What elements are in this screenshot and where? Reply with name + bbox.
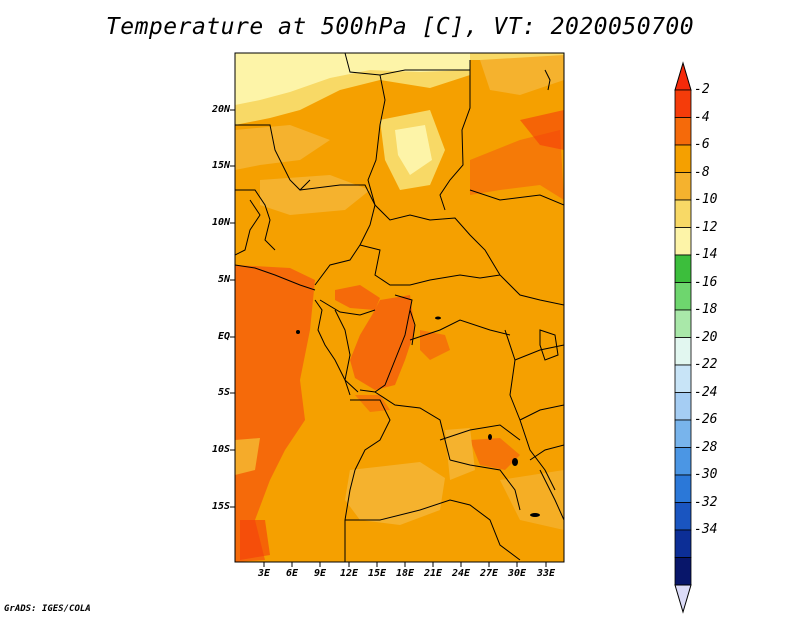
lat-label: 20N bbox=[211, 104, 230, 115]
colorbar-swatch bbox=[674, 419, 692, 448]
lon-label: 27E bbox=[479, 568, 499, 579]
colorbar-swatch bbox=[674, 199, 692, 228]
colorbar-swatch bbox=[674, 502, 692, 531]
colorbar-label: -28 bbox=[694, 439, 718, 455]
lon-label: 30E bbox=[507, 568, 527, 579]
lat-label: 15S bbox=[211, 501, 230, 512]
colorbar-swatch bbox=[674, 474, 692, 503]
lat-label: EQ bbox=[217, 331, 230, 342]
map-title: Temperature at 500hPa [C], VT: 202005070… bbox=[105, 14, 695, 40]
lon-ticks bbox=[263, 562, 547, 567]
colorbar-label: -12 bbox=[694, 219, 718, 235]
colorbar-label: -6 bbox=[694, 137, 710, 152]
colorbar-swatch bbox=[674, 227, 692, 256]
lat-label: 5S bbox=[217, 387, 230, 398]
lon-label: 18E bbox=[395, 568, 415, 579]
colorbar-label: -22 bbox=[694, 357, 718, 372]
colorbar-label: -26 bbox=[694, 412, 718, 427]
colorbar-swatch bbox=[674, 364, 692, 393]
colorbar-label: -34 bbox=[694, 522, 718, 537]
colorbar-label: -10 bbox=[694, 192, 718, 207]
country-borders bbox=[235, 53, 564, 562]
credit-text: GrADS: IGES/COLA bbox=[4, 604, 91, 614]
colorbar-swatch bbox=[674, 117, 692, 146]
colorbar-label: -20 bbox=[694, 329, 718, 345]
lon-label: 21E bbox=[423, 568, 443, 579]
colorbar-swatch bbox=[674, 144, 692, 173]
colorbar-label: -32 bbox=[694, 494, 718, 510]
colorbar-swatch bbox=[674, 557, 692, 586]
lon-label: 33E bbox=[536, 568, 556, 579]
lat-ticks bbox=[230, 109, 235, 508]
lon-label: 12E bbox=[339, 568, 359, 579]
lon-label: 6E bbox=[285, 568, 299, 579]
lon-label: 24E bbox=[451, 568, 471, 579]
colorbar-label: -2 bbox=[694, 82, 710, 97]
colorbar-swatch bbox=[674, 89, 692, 118]
lat-label: 10N bbox=[211, 217, 230, 228]
lon-label: 9E bbox=[313, 568, 327, 579]
colorbar-label: -4 bbox=[694, 109, 710, 125]
colorbar-swatch bbox=[674, 254, 692, 283]
colorbar-label: -14 bbox=[694, 247, 718, 262]
colorbar-bottom-arrow bbox=[674, 584, 692, 614]
lon-label: 15E bbox=[367, 568, 387, 579]
lat-label: 10S bbox=[211, 444, 230, 455]
colorbar-swatch bbox=[674, 282, 692, 311]
map-frame bbox=[234, 52, 565, 563]
colorbar-swatch bbox=[674, 392, 692, 421]
colorbar-label: -24 bbox=[694, 384, 718, 400]
colorbar-label: -8 bbox=[694, 164, 710, 180]
lat-label: 15N bbox=[211, 160, 230, 171]
lat-label: 5N bbox=[217, 274, 230, 285]
colorbar-swatch bbox=[674, 337, 692, 366]
colorbar-swatch bbox=[674, 529, 692, 558]
lon-label: 3E bbox=[257, 568, 271, 579]
colorbar-top-arrow bbox=[674, 61, 692, 91]
colorbar bbox=[674, 61, 692, 614]
colorbar-swatch bbox=[674, 309, 692, 338]
colorbar-swatch bbox=[674, 447, 692, 476]
colorbar-label: -16 bbox=[694, 274, 718, 290]
temperature-field bbox=[235, 53, 564, 562]
lakes bbox=[296, 316, 540, 517]
colorbar-label: -30 bbox=[694, 467, 718, 482]
colorbar-label: -18 bbox=[694, 302, 718, 317]
colorbar-swatch bbox=[674, 172, 692, 201]
